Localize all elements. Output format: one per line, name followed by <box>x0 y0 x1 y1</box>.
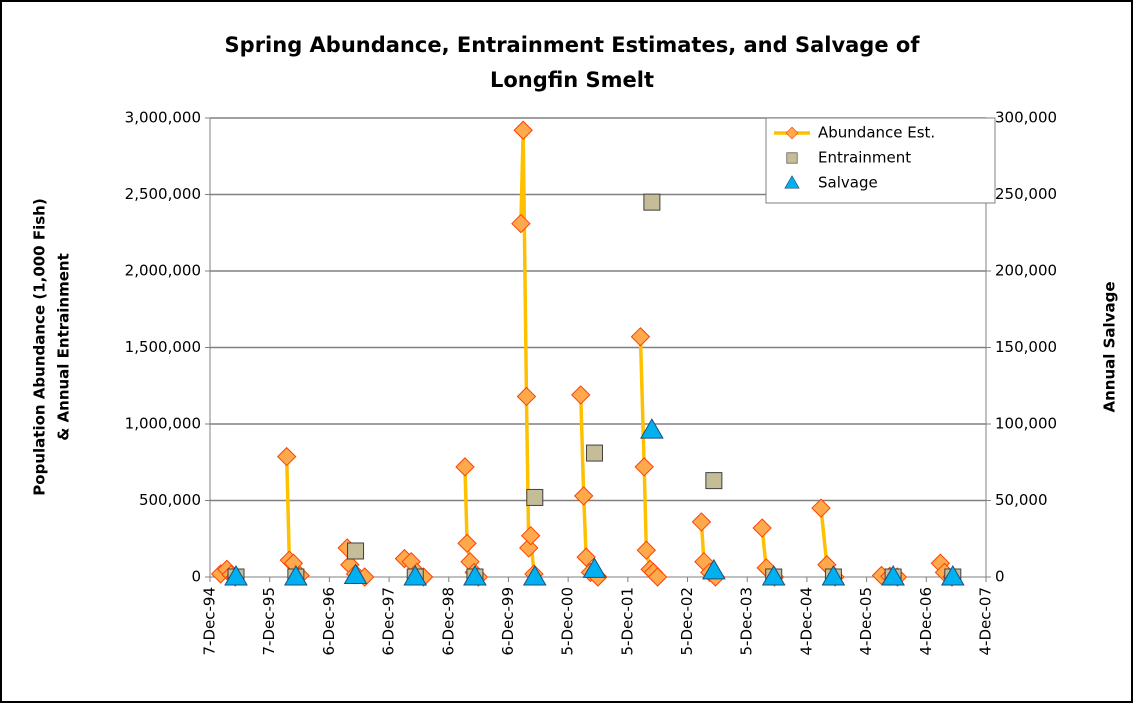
diamond-marker <box>647 567 668 587</box>
diamond-marker <box>571 385 591 405</box>
legend-label: Abundance Est. <box>818 124 935 142</box>
diamond-marker <box>811 498 831 518</box>
diamond-marker <box>634 457 654 477</box>
legend-label: Salvage <box>818 174 878 192</box>
chart-title: Longfin Smelt <box>490 68 654 92</box>
x-tick-label: 5-Dec-00 <box>559 587 577 655</box>
x-tick-label: 5-Dec-02 <box>678 587 696 655</box>
y-tick-label: 0 <box>191 568 201 586</box>
triangle-marker <box>224 565 248 586</box>
triangle-marker <box>403 565 428 586</box>
diamond-marker <box>455 457 475 477</box>
triangle-marker <box>640 418 664 439</box>
triangle-marker <box>784 175 800 189</box>
triangle-marker <box>463 565 487 586</box>
y2-tick-label: 0 <box>995 568 1005 586</box>
x-tick-label: 4-Dec-06 <box>917 587 935 655</box>
diamond-marker <box>636 540 657 560</box>
x-tick-label: 7-Dec-94 <box>201 587 219 655</box>
diamond-marker <box>630 327 651 347</box>
square-marker <box>643 193 661 211</box>
triangle-marker <box>881 565 905 586</box>
diamond-marker <box>520 525 541 546</box>
triangle-marker <box>821 565 846 586</box>
y-axis-title: Population Abundance (1,000 Fish) <box>31 198 49 495</box>
x-tick-label: 6-Dec-96 <box>320 587 338 655</box>
square-marker <box>705 472 723 490</box>
diamond-marker <box>513 120 533 140</box>
diamond-marker <box>691 512 712 532</box>
y2-tick-label: 200,000 <box>995 262 1057 280</box>
diamond-marker <box>752 518 772 538</box>
square-marker <box>786 152 798 164</box>
y-tick-label: 500,000 <box>139 491 201 509</box>
y2-tick-label: 250,000 <box>995 185 1057 203</box>
legend-label: Entrainment <box>818 149 911 167</box>
x-tick-label: 6-Dec-99 <box>499 587 517 655</box>
y-tick-label: 1,500,000 <box>125 338 201 356</box>
triangle-marker <box>582 557 607 578</box>
y2-tick-label: 150,000 <box>995 338 1057 356</box>
triangle-marker <box>283 565 308 586</box>
square-marker <box>585 444 603 462</box>
diamond-marker <box>276 446 297 467</box>
x-tick-label: 6-Dec-97 <box>380 587 398 655</box>
diamond-marker <box>516 386 537 407</box>
x-tick-label: 6-Dec-98 <box>439 587 457 655</box>
square-marker <box>526 488 544 506</box>
x-tick-label: 4-Dec-05 <box>857 587 875 655</box>
diamond-marker <box>576 547 596 567</box>
x-tick-label: 5-Dec-03 <box>738 587 756 655</box>
y-tick-label: 2,500,000 <box>125 185 201 203</box>
y2-tick-label: 100,000 <box>995 415 1057 433</box>
x-tick-label: 4-Dec-07 <box>977 587 995 655</box>
triangle-marker <box>522 565 547 586</box>
square-marker <box>347 542 365 560</box>
triangle-marker <box>702 558 726 580</box>
triangle-marker <box>343 563 368 584</box>
diamond-marker <box>457 533 477 554</box>
y-tick-label: 2,000,000 <box>125 262 201 280</box>
diamond-marker <box>573 486 594 506</box>
y-tick-label: 1,000,000 <box>125 415 201 433</box>
diamond-marker <box>519 538 539 558</box>
triangle-marker <box>940 565 965 586</box>
y-tick-label: 3,000,000 <box>125 109 201 127</box>
x-tick-label: 4-Dec-04 <box>797 587 815 655</box>
diamond-marker <box>785 126 799 140</box>
x-tick-label: 7-Dec-95 <box>260 587 278 655</box>
y2-tick-label: 50,000 <box>995 491 1048 509</box>
chart-title: Spring Abundance, Entrainment Estimates,… <box>225 33 921 57</box>
y2-axis-title: Annual Salvage <box>1101 281 1119 412</box>
diamond-marker <box>511 213 531 234</box>
triangle-marker <box>761 565 786 586</box>
y-axis-title: & Annual Entrainment <box>55 253 73 441</box>
y2-tick-label: 300,000 <box>995 109 1057 127</box>
x-tick-label: 5-Dec-01 <box>618 587 636 655</box>
